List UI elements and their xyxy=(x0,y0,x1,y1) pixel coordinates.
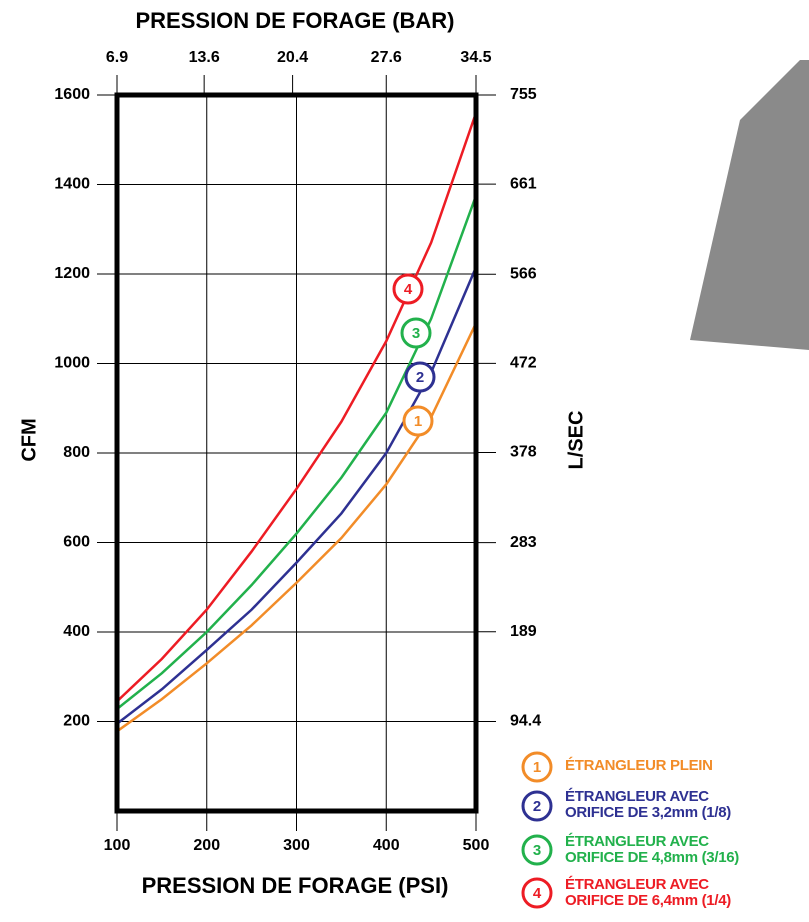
x2-tick-label: 13.6 xyxy=(189,49,220,66)
y-tick-label: 1400 xyxy=(54,176,90,193)
y-tick-label: 1000 xyxy=(54,355,90,372)
x2-tick-label: 20.4 xyxy=(277,49,308,66)
y-tick-label: 800 xyxy=(63,444,90,461)
x-axis-title: PRESSION DE FORAGE (PSI) xyxy=(142,873,449,898)
x-tick-label: 400 xyxy=(373,837,400,854)
y2-tick-label: 755 xyxy=(510,86,537,103)
drill-bit-photo xyxy=(690,60,809,350)
y2-tick-label: 661 xyxy=(510,175,537,192)
y2-tick-label: 472 xyxy=(510,355,537,372)
curve-marker-label: 4 xyxy=(404,281,413,298)
y2-tick-label: 378 xyxy=(510,444,537,461)
y-tick-label: 400 xyxy=(63,623,90,640)
y2-axis-title: L/SEC xyxy=(565,411,587,470)
page: PRESSION DE FORAGE (BAR) PRESSION DE FOR… xyxy=(0,0,809,922)
y-tick-label: 1200 xyxy=(54,265,90,282)
x-tick-label: 300 xyxy=(283,837,310,854)
curve-marker-label: 1 xyxy=(414,413,422,430)
y-axis-title: CFM xyxy=(18,418,40,461)
legend-entry: ÉTRANGLEUR AVEC ORIFICE DE 4,8mm (3/16) xyxy=(565,834,739,866)
y2-tick-label: 94.4 xyxy=(510,713,541,730)
x2-tick-label: 6.9 xyxy=(106,49,128,66)
x-tick-label: 100 xyxy=(104,837,131,854)
legend-entry: ÉTRANGLEUR PLEIN xyxy=(565,758,713,774)
chart: PRESSION DE FORAGE (BAR) PRESSION DE FOR… xyxy=(0,0,809,922)
chart-title: PRESSION DE FORAGE (BAR) xyxy=(135,8,454,33)
y2-tick-label: 189 xyxy=(510,623,537,640)
curve-marker-label: 2 xyxy=(416,369,424,386)
x-tick-label: 200 xyxy=(193,837,220,854)
legend-marker-label: 1 xyxy=(533,759,541,776)
legend-entry: ÉTRANGLEUR AVEC ORIFICE DE 3,2mm (1/8) xyxy=(565,789,731,821)
curve-marker-label: 3 xyxy=(412,325,420,342)
legend-marker-label: 4 xyxy=(533,885,542,902)
y-tick-label: 200 xyxy=(63,713,90,730)
y2-tick-label: 566 xyxy=(510,265,537,282)
x2-tick-label: 34.5 xyxy=(460,49,491,66)
y2-tick-label: 283 xyxy=(510,534,537,551)
x2-tick-label: 27.6 xyxy=(371,49,402,66)
y-tick-label: 600 xyxy=(63,534,90,551)
y-tick-label: 1600 xyxy=(54,86,90,103)
x-tick-label: 500 xyxy=(463,837,490,854)
legend-marker-label: 3 xyxy=(533,842,541,859)
legend-marker-label: 2 xyxy=(533,798,541,815)
legend-entry: ÉTRANGLEUR AVEC ORIFICE DE 6,4mm (1/4) xyxy=(565,877,731,909)
